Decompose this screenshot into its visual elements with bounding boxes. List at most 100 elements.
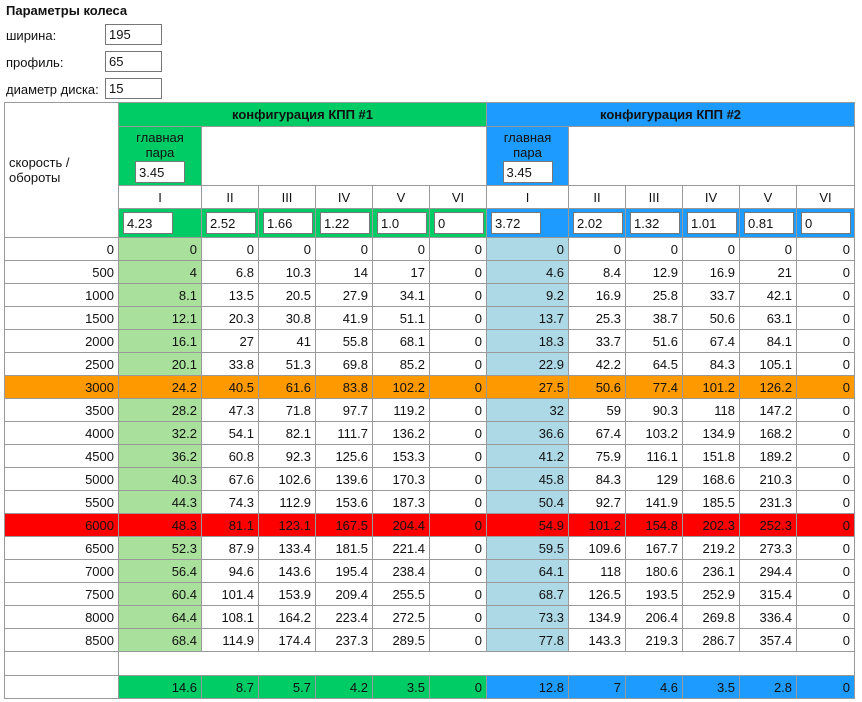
data-row: 5000 40.3 67.6 102.6 139.6 170.3 0 45.8 84.3 129 1… [4,467,856,491]
rpm-cell: 5500 [4,490,119,514]
main-pair-label: главная пара [136,130,184,160]
speed-cell: 0 [428,398,488,422]
speed-cell: 210.3 [739,467,798,491]
speed-cell: 118 [568,559,627,583]
speed-cell: 206.4 [625,605,684,629]
ratio-cell [118,208,202,238]
ratio-input[interactable] [630,212,681,234]
speed-cell: 38.7 [625,306,684,330]
speed-cell: 83.8 [315,375,373,399]
ratio-input[interactable] [687,212,738,234]
speed-cell: 50.4 [486,490,570,514]
speed-cell: 34.1 [372,283,430,307]
main-pair-label: главная пара [503,130,552,160]
ratio-input[interactable] [573,212,624,234]
field-label: ширина: [6,28,57,43]
speed-cell: 81.1 [201,513,259,537]
speed-cell: 40.5 [201,375,259,399]
speed-cell: 336.4 [739,605,798,629]
width-input[interactable] [105,24,162,45]
data-row: 3000 24.2 40.5 61.6 83.8 102.2 0 27.5 50.6 77.4 10… [4,375,856,399]
ratio-input[interactable] [377,212,427,234]
ratio-input[interactable] [744,212,795,234]
data-row: 6500 52.3 87.9 133.4 181.5 221.4 0 59.5 109.6 167… [4,536,856,560]
title: Параметры колеса [6,3,128,18]
total-cell: 14.6 [118,675,202,699]
total-cell: 4.2 [315,675,373,699]
speed-cell: 112.9 [258,490,316,514]
speed-cell: 50.6 [568,375,627,399]
speed-cell: 0 [796,398,856,422]
speed-cell: 108.1 [201,605,259,629]
ratio-input[interactable] [263,212,313,234]
rpm-cell: 7000 [4,559,119,583]
speed-cell: 153.3 [372,444,430,468]
speed-cell: 101.2 [682,375,741,399]
speed-cell: 77.4 [625,375,684,399]
speed-cell: 27.9 [315,283,373,307]
ratio-input[interactable] [206,212,256,234]
speed-cell: 0 [258,237,316,261]
speed-cell: 45.8 [486,467,570,491]
rpm-cell: 2000 [4,329,119,353]
data-row: 2500 20.1 33.8 51.3 69.8 85.2 0 22.9 42.2 64.5 84.… [4,352,856,376]
speed-cell: 143.3 [568,628,627,652]
profile-input[interactable] [105,51,162,72]
data-row: 3500 28.2 47.3 71.8 97.7 119.2 0 32 59 90.3 118 147… [4,398,856,422]
total-cell: 5.7 [258,675,316,699]
gear-label: VI [796,185,856,209]
speed-cell: 168.6 [682,467,741,491]
ratio-cell [682,208,741,238]
gear-label: I [118,185,202,209]
field: диаметр диска: [6,78,306,100]
speed-cell: 255.5 [372,582,430,606]
main-pair-input[interactable] [135,161,185,183]
total-cell: 8.7 [201,675,259,699]
speed-cell: 59 [568,398,627,422]
speed-cell: 77.8 [486,628,570,652]
speed-cell: 0 [428,421,488,445]
diameter-input[interactable] [105,78,162,99]
speed-cell: 0 [796,421,856,445]
speed-cell: 0 [315,237,373,261]
speed-cell: 102.6 [258,467,316,491]
speed-cell: 28.2 [118,398,202,422]
speed-cell: 170.3 [372,467,430,491]
gear-label: V [739,185,798,209]
gear-row: I II III IV V VI I II III IV V VI [5,185,856,209]
speed-cell: 0 [372,237,430,261]
speed-cell: 202.3 [682,513,741,537]
speed-cell: 13.5 [201,283,259,307]
field-label: диаметр диска: [6,82,99,97]
speed-cell: 0 [428,513,488,537]
speed-cell: 118 [682,398,741,422]
data-row: 8500 68.4 114.9 174.4 237.3 289.5 0 77.8 143.3 21… [4,628,856,652]
speed-cell: 109.6 [568,536,627,560]
ratio-input[interactable] [320,212,370,234]
speed-cell: 129 [625,467,684,491]
speed-cell: 0 [796,352,856,376]
speed-cell: 50.6 [682,306,741,330]
speed-cell: 9.2 [486,283,570,307]
ratio-cell [201,208,259,238]
speed-cell: 33.7 [682,283,741,307]
speed-cell: 33.7 [568,329,627,353]
ratio-input[interactable] [491,212,542,234]
speed-cell: 147.2 [739,398,798,422]
ratio-input[interactable] [123,212,173,234]
speed-cell: 48.3 [118,513,202,537]
ratio-input[interactable] [801,212,852,234]
speed-cell: 32 [486,398,570,422]
speed-cell: 24.2 [118,375,202,399]
speed-cell: 119.2 [372,398,430,422]
gear-label: V [372,185,430,209]
main-pair-input[interactable] [502,161,553,183]
speed-cell: 64.5 [625,352,684,376]
speed-cell: 41.9 [315,306,373,330]
speed-cell: 67.6 [201,467,259,491]
ratio-input[interactable] [434,212,484,234]
speed-cell: 139.6 [315,467,373,491]
rpm-cell: 0 [4,237,119,261]
